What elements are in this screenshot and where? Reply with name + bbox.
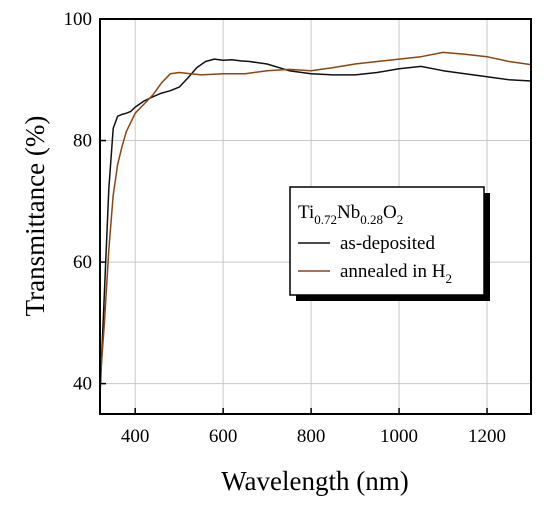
plot-frame [99, 18, 532, 415]
series-line-1 [99, 51, 532, 384]
y-tick-label-100: 100 [64, 9, 93, 30]
legend-title-o-sub: 2 [397, 212, 404, 227]
legend-label-annealed-main: annealed in H [340, 261, 446, 282]
y-tick-label-60: 60 [73, 252, 92, 273]
legend-label-as-deposited: as-deposited [340, 233, 435, 254]
legend-title-nb-sub: 0.28 [360, 212, 383, 227]
legend-title: Ti0.72Nb0.28O2 [298, 202, 403, 227]
x-tick-label-1200: 1200 [468, 426, 506, 447]
x-tick-label-800: 800 [297, 426, 326, 447]
ticks: 400 600 800 1000 1200 40 60 80 100 [64, 9, 507, 447]
x-axis-title: Wavelength (nm) [221, 466, 409, 496]
y-tick-label-80: 80 [73, 131, 92, 152]
legend-title-nb: Nb [337, 202, 360, 223]
legend-title-o: O [383, 202, 397, 223]
legend-box [289, 186, 485, 296]
series-layer [99, 51, 532, 396]
legend-label-annealed: annealed in H2 [340, 261, 452, 286]
legend-title-ti: Ti [298, 202, 314, 223]
legend: Ti0.72Nb0.28O2 as-deposited annealed in … [289, 186, 490, 301]
y-tick-label-40: 40 [73, 374, 92, 395]
x-tick-label-400: 400 [121, 426, 150, 447]
series-line-0 [99, 58, 532, 396]
legend-label-annealed-sub: 2 [446, 271, 453, 286]
x-tick-label-1000: 1000 [380, 426, 418, 447]
legend-title-ti-sub: 0.72 [314, 212, 337, 227]
x-tick-label-600: 600 [209, 426, 238, 447]
y-axis-title: Transmittance (%) [20, 116, 50, 317]
